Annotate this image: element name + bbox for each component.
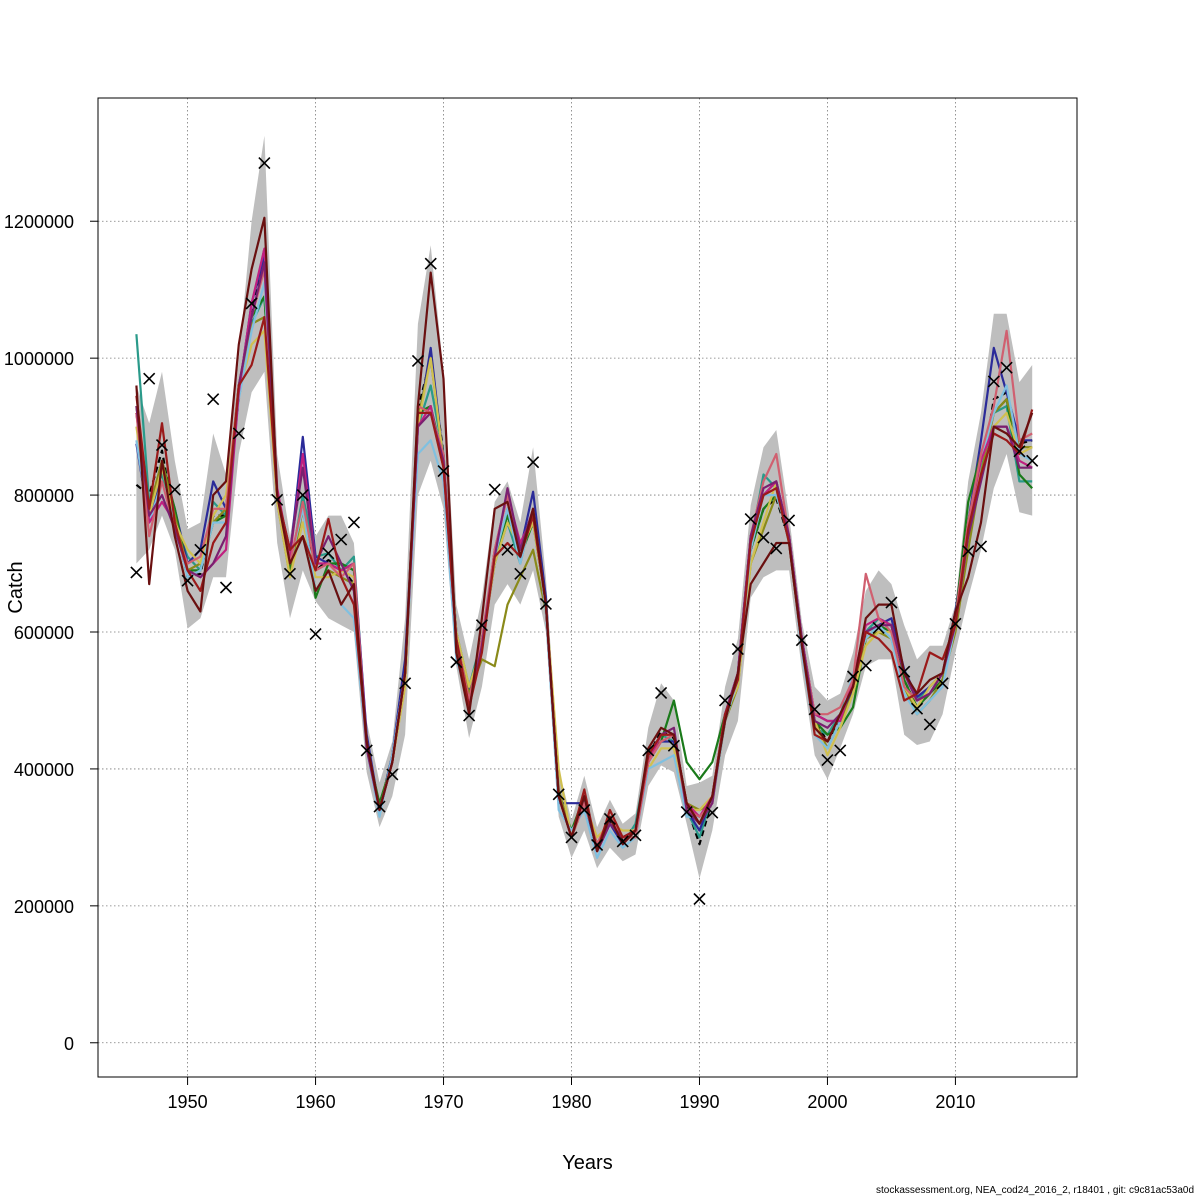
observed-point: [949, 617, 962, 630]
observed-point: [744, 512, 757, 526]
observed-point: [296, 489, 309, 502]
x-axis-title: Years: [562, 1152, 612, 1174]
observed-point: [194, 543, 207, 556]
observed-point: [424, 257, 437, 270]
observed-point: [219, 581, 233, 594]
observed-point: [463, 709, 476, 722]
series-line-11: [135, 316, 1034, 853]
observed-point: [974, 540, 988, 553]
observed-point: [987, 375, 1000, 388]
footer-note: stockassessment.org, NEA_cod24_2016_2, r…: [876, 1185, 1194, 1196]
y-tick-label: 200000: [14, 897, 74, 917]
observed-point: [501, 543, 514, 556]
observed-point: [795, 634, 808, 647]
observed-point: [846, 670, 860, 683]
observed-point: [1026, 454, 1039, 467]
confidence-band-area: [136, 135, 1033, 879]
x-tick-label: 1960: [296, 1092, 336, 1112]
observed-point: [386, 768, 399, 781]
x-tick-label: 1990: [679, 1092, 719, 1112]
observed-point: [475, 619, 488, 632]
observed-point: [450, 656, 463, 669]
observed-point: [245, 297, 258, 310]
observed-point: [885, 596, 898, 609]
observed-point: [603, 812, 616, 825]
observed-point: [232, 427, 245, 440]
observed-point: [693, 892, 706, 906]
y-axis-title: Catch: [5, 561, 27, 613]
observed-point: [719, 694, 732, 707]
observed-point: [629, 829, 642, 842]
x-tick-label: 2000: [807, 1092, 847, 1112]
observed-point: [706, 806, 719, 819]
confidence-band: [136, 135, 1033, 879]
observed-point: [962, 545, 975, 558]
observed-point: [757, 531, 770, 544]
observed-point: [591, 838, 604, 851]
x-tick-label: 1950: [168, 1092, 208, 1112]
observed-point: [130, 566, 143, 579]
observed-point: [488, 483, 501, 496]
observed-point: [936, 677, 949, 690]
observed-point: [143, 372, 156, 385]
observed-point: [578, 803, 591, 817]
observed-point: [1000, 361, 1013, 374]
observed-point: [527, 456, 540, 469]
observed-point: [155, 439, 169, 452]
axes: 1950 1960 1970 1980 1990 2000 2010 0 200000 40000…: [4, 212, 976, 1112]
observed-point: [347, 516, 361, 529]
observed-point: [667, 739, 680, 752]
observed-point: [207, 393, 220, 406]
observed-point: [514, 567, 527, 580]
observed-point: [821, 753, 834, 767]
x-tick-label: 1970: [424, 1092, 464, 1112]
y-tick-label: 0: [64, 1034, 74, 1054]
observed-point: [834, 744, 847, 757]
observed-point: [399, 677, 412, 690]
observed-point: [616, 835, 629, 848]
observed-point: [1013, 445, 1026, 458]
observed-point: [731, 643, 744, 656]
observed-point: [923, 718, 936, 731]
observed-point: [565, 831, 578, 844]
x-tick-label: 2010: [935, 1092, 975, 1112]
observed-point: [271, 493, 284, 506]
observed-point: [360, 744, 373, 757]
observed-point: [283, 567, 297, 580]
observed-point: [258, 156, 271, 170]
observed-point: [642, 744, 655, 757]
observed-point: [655, 686, 668, 699]
observed-point: [910, 702, 924, 715]
observed-point: [872, 621, 885, 634]
observed-point: [309, 627, 322, 641]
observed-point: [898, 665, 911, 678]
observed-point: [808, 703, 821, 716]
observed-point: [181, 574, 194, 587]
grid-lines: [98, 98, 1077, 1077]
y-tick-label: 800000: [14, 486, 74, 506]
y-tick-label: 1200000: [4, 212, 74, 232]
series-line-12: [135, 216, 1034, 853]
x-tick-label: 1980: [551, 1092, 591, 1112]
observed-point: [373, 800, 386, 813]
observed-point: [322, 547, 335, 560]
observed-point: [770, 542, 783, 555]
observed-point: [859, 659, 872, 672]
plot-frame: [97, 97, 1078, 1078]
observed-points: [130, 156, 1039, 906]
observed-point: [168, 483, 181, 496]
observed-point: [335, 533, 348, 546]
observed-point: [539, 597, 552, 610]
y-tick-label: 1000000: [4, 349, 74, 369]
observed-point: [552, 788, 565, 801]
observed-point: [680, 805, 693, 819]
observed-point: [411, 354, 425, 367]
y-tick-label: 400000: [14, 760, 74, 780]
observed-point: [782, 514, 796, 527]
y-tick-label: 600000: [14, 623, 74, 643]
observed-point: [437, 465, 450, 478]
